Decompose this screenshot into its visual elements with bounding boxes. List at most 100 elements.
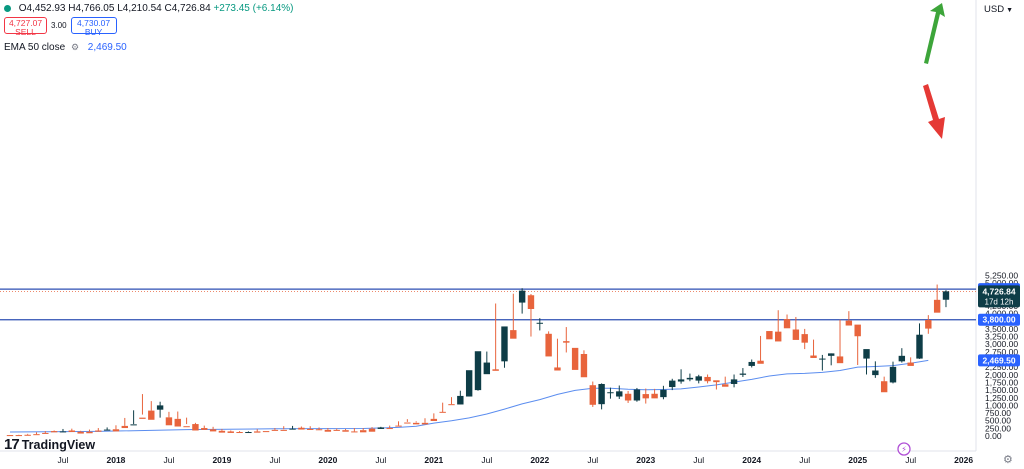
- candle-body: [457, 395, 464, 405]
- candle-body: [368, 428, 376, 432]
- candle-body: [845, 320, 853, 326]
- candle-body: [669, 380, 676, 388]
- candle-body: [15, 435, 23, 437]
- y-tick-label: 5,000.00: [985, 278, 1018, 288]
- candle-body: [677, 379, 685, 382]
- ohlc-low: L4,210.54: [117, 3, 162, 14]
- candle-body: [660, 389, 667, 398]
- sell-button[interactable]: 4,727.07 SELL: [4, 17, 47, 37]
- market-status-icon: [4, 4, 11, 12]
- candle-body: [819, 358, 826, 360]
- x-tick-label: 2023: [636, 455, 655, 465]
- currency-label: USD: [984, 4, 1005, 15]
- candle-body: [942, 291, 950, 300]
- candle-body: [121, 425, 128, 429]
- last-price-tag-bg: [978, 285, 1020, 308]
- candle-body: [836, 356, 844, 364]
- x-tick-label: Jul: [164, 455, 175, 465]
- tradingview-logo[interactable]: 17 TradingView: [4, 436, 95, 453]
- x-tick-label: Jul: [481, 455, 492, 465]
- candle-body: [536, 322, 543, 324]
- candle-body: [289, 428, 296, 430]
- candle-body: [783, 319, 791, 329]
- candle-body: [916, 334, 923, 359]
- candle-body: [713, 380, 720, 383]
- candle-body: [139, 417, 146, 419]
- candle-body: [518, 290, 526, 303]
- candle-body: [633, 389, 641, 401]
- candle-body: [201, 428, 208, 430]
- y-tick-label: 2,250.00: [985, 362, 1018, 372]
- buy-price: 4,730.07: [77, 18, 111, 28]
- candle-body: [730, 379, 738, 384]
- candle-body: [933, 299, 941, 313]
- candle-body: [827, 353, 835, 356]
- candle-body: [156, 405, 164, 410]
- lower-line-price-tag-bg: [978, 313, 1020, 326]
- candle-body: [872, 370, 879, 376]
- candle-body: [324, 429, 332, 432]
- x-tick-label: 2018: [106, 455, 125, 465]
- candle-body: [307, 428, 314, 430]
- candle-body: [59, 431, 67, 433]
- candle-body: [209, 429, 217, 432]
- candle-body: [227, 431, 234, 433]
- candle-body: [174, 418, 181, 427]
- ema-legend[interactable]: EMA 50 close ⚙ 2,469.50: [4, 42, 127, 53]
- y-tick-label: 500.00: [985, 416, 1011, 426]
- candle-body: [642, 394, 649, 399]
- buy-button[interactable]: 4,730.07 BUY: [70, 17, 117, 36]
- gear-icon[interactable]: ⚙: [1003, 454, 1013, 466]
- candle-body: [757, 360, 764, 364]
- lower-line-price-tag: 3,800.00: [982, 315, 1015, 325]
- candle-body: [360, 430, 367, 433]
- candle-body: [377, 427, 385, 429]
- y-tick-label: 2,750.00: [985, 347, 1018, 357]
- candle-body: [271, 429, 279, 431]
- candle-body: [183, 426, 190, 428]
- last-price-tag: 4,726.84: [982, 286, 1015, 296]
- candle-body: [686, 377, 694, 380]
- candle-body: [412, 422, 420, 425]
- y-tick-label: 1,750.00: [985, 377, 1018, 387]
- candle-body: [386, 428, 393, 430]
- y-tick-label: 1,000.00: [985, 400, 1018, 410]
- candle-body: [571, 347, 579, 370]
- candle-body: [801, 334, 808, 343]
- currency-selector[interactable]: USD ▼: [984, 4, 1013, 15]
- sell-label: SELL: [15, 26, 36, 37]
- ema-price-tag: 2,469.50: [982, 355, 1015, 365]
- candle-body: [24, 434, 31, 436]
- candle-body: [474, 351, 482, 391]
- y-tick-label: 2,000.00: [985, 370, 1018, 380]
- y-tick-label: 1,250.00: [985, 393, 1018, 403]
- candle-body: [616, 391, 623, 397]
- candle-body: [50, 431, 58, 433]
- candle-body: [775, 331, 782, 342]
- candle-body: [112, 429, 120, 432]
- trade-buttons: 4,727.07 SELL 3.00 4,730.07 BUY: [4, 17, 117, 37]
- lightning-icon: ⚡: [901, 445, 907, 454]
- eye-settings-icon[interactable]: ⚙: [70, 42, 80, 52]
- y-tick-label: 750.00: [985, 408, 1011, 418]
- countdown-tag: 17d 12h: [985, 297, 1014, 306]
- candle-body: [430, 418, 438, 422]
- x-tick-label: 2019: [212, 455, 231, 465]
- candle-body: [33, 434, 40, 436]
- candle-body: [86, 431, 93, 434]
- candle-body: [42, 432, 49, 434]
- candle-body: [863, 349, 870, 359]
- candle-body: [492, 369, 499, 371]
- candle-body: [766, 331, 773, 340]
- arrow-down-shape: [923, 84, 945, 139]
- y-tick-label: 4,000.00: [985, 309, 1018, 319]
- x-tick-label: Jul: [375, 455, 386, 465]
- candle-body: [722, 384, 729, 387]
- x-tick-label: Jul: [269, 455, 280, 465]
- candle-body: [854, 324, 861, 337]
- candle-body: [165, 417, 173, 426]
- candle-body: [351, 431, 358, 433]
- candle-body: [545, 333, 552, 357]
